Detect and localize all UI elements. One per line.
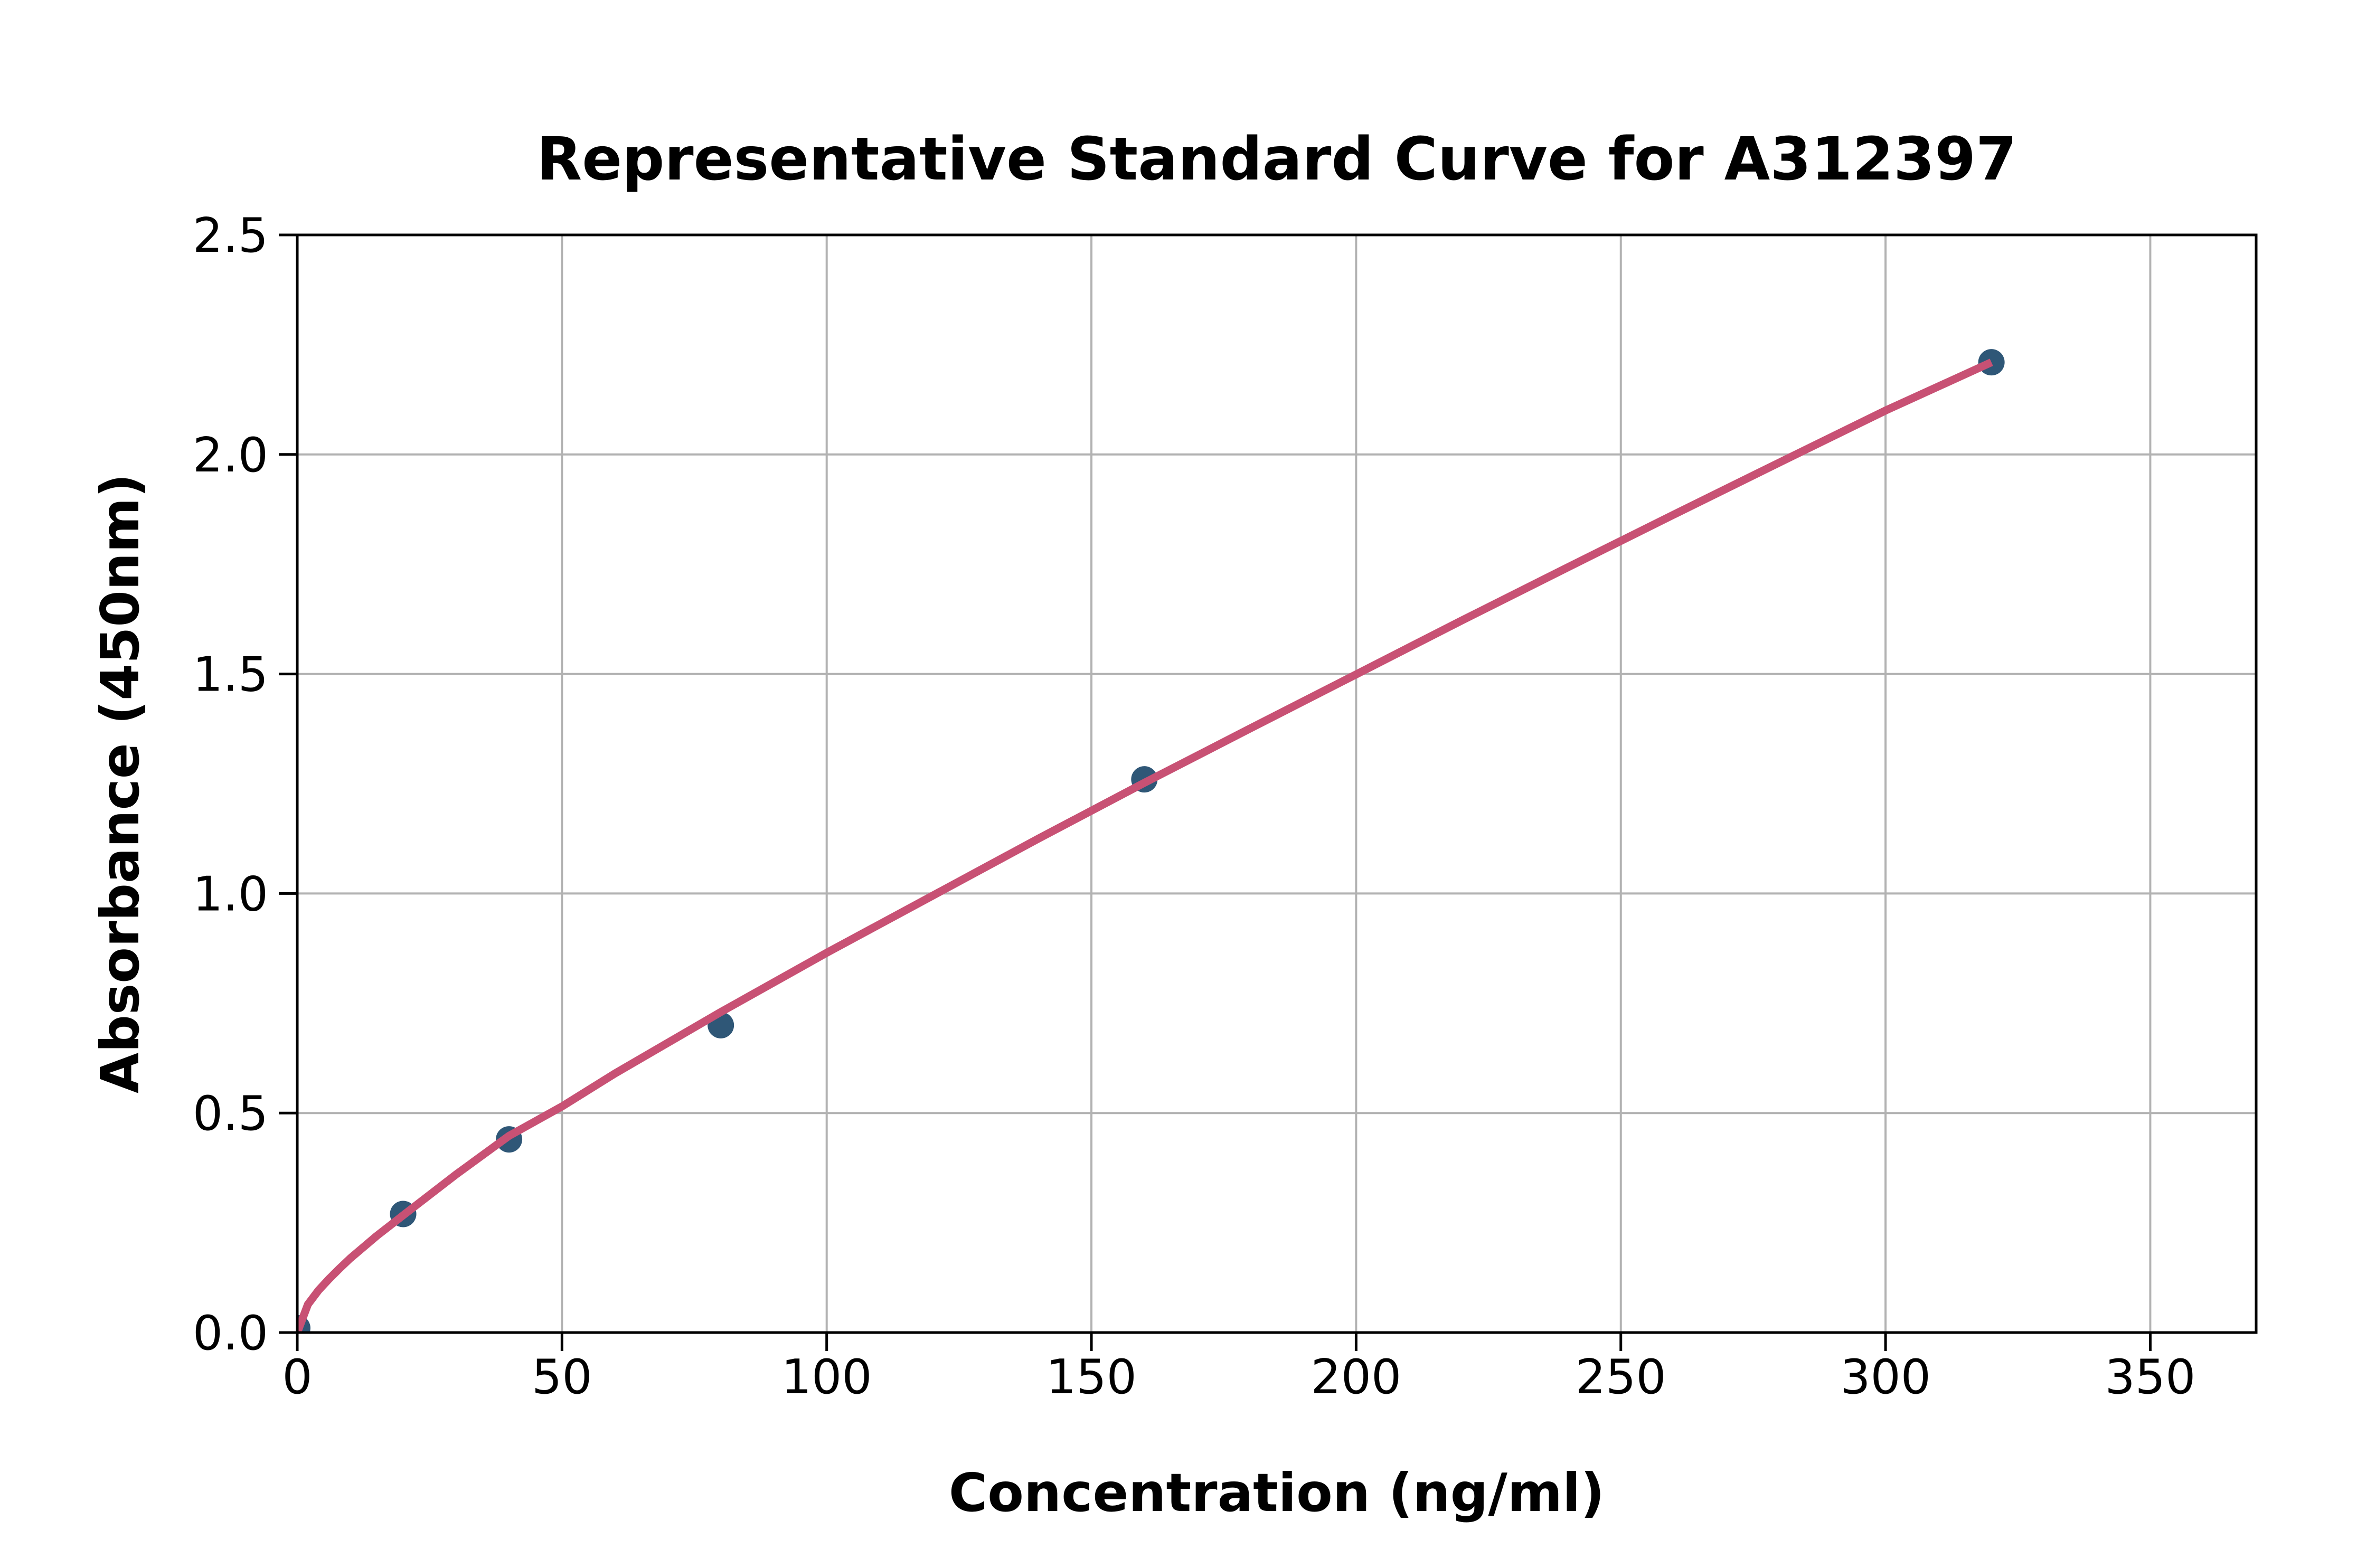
x-axis-label: Concentration (ng/ml) xyxy=(949,1462,1605,1524)
x-tick-label: 0 xyxy=(282,1349,312,1405)
x-tick-label: 100 xyxy=(781,1349,872,1405)
y-tick-label: 2.5 xyxy=(193,208,268,263)
grid-layer xyxy=(296,234,2256,1334)
tick-layer: 0 50 100 150 200 250 300 350 0.0 0.5 1.0 1.5 2.0 2.5 xyxy=(193,208,2195,1405)
y-tick-label: 0.5 xyxy=(193,1086,268,1141)
x-tick-label: 200 xyxy=(1311,1349,1402,1405)
x-tick-label: 350 xyxy=(2105,1349,2196,1405)
x-tick-label: 50 xyxy=(532,1349,592,1405)
axes-spines xyxy=(296,233,2258,1334)
x-tick-label: 150 xyxy=(1046,1349,1137,1405)
y-tick-label: 1.0 xyxy=(193,866,268,922)
data-layer xyxy=(297,349,2005,1333)
x-tick-label: 250 xyxy=(1576,1349,1666,1405)
x-tick-label: 300 xyxy=(1840,1349,1931,1405)
fit-curve-line xyxy=(297,358,1993,1333)
y-axis-label: Absorbance (450nm) xyxy=(89,474,151,1093)
y-tick-label: 1.5 xyxy=(193,647,268,703)
y-tick-label: 0.0 xyxy=(193,1306,268,1361)
y-tick-label: 2.0 xyxy=(193,428,268,483)
plot-border xyxy=(296,233,2258,1334)
chart-title: Representative Standard Curve for A31239… xyxy=(536,125,2017,194)
